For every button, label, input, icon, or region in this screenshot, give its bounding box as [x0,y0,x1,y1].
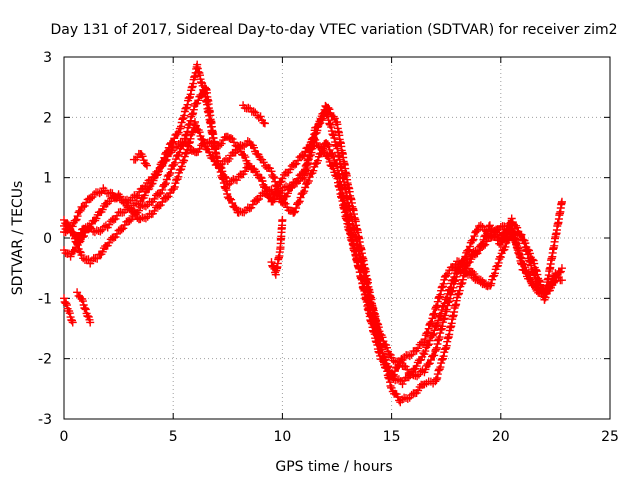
series-markers [60,60,566,407]
series-markers [129,149,151,170]
y-tick-label: -3 [38,412,52,428]
y-axis-label: SDTVAR / TECUs [10,181,26,296]
x-tick-label: 10 [273,429,291,445]
series-markers [239,101,269,128]
series-track-2 [60,83,566,381]
y-tick-label: 1 [43,171,52,187]
grid [64,57,610,419]
x-axis-label: GPS time / hours [275,459,392,475]
series-markers [60,294,77,327]
series-markers [73,288,95,327]
series-track-9 [267,215,287,279]
data-series [60,60,566,407]
chart-title: Day 131 of 2017, Sidereal Day-to-day VTE… [51,22,618,38]
y-tick-label: 0 [43,231,52,247]
series-track-8 [239,101,269,128]
series-track-7 [129,149,151,170]
series-markers [60,83,566,381]
x-tick-label: 0 [60,429,69,445]
axis-ticks: 0 5 10 15 20 25 -3 -2 -1 0 1 2 3 [38,50,619,445]
series-track-3 [60,60,566,407]
y-tick-label: -2 [38,352,52,368]
series-track-6 [73,288,95,327]
x-tick-label: 15 [383,429,401,445]
series-markers [60,118,566,381]
series-track-10 [453,264,492,291]
y-tick-label: -1 [38,291,52,307]
series-markers [453,264,492,291]
series-markers [267,215,287,279]
x-tick-label: 20 [492,429,510,445]
y-tick-label: 2 [43,110,52,126]
x-tick-label: 5 [169,429,178,445]
y-tick-label: 3 [43,50,52,66]
x-tick-label: 25 [601,429,619,445]
series-track-5 [60,294,77,327]
series-track-4 [60,118,566,381]
